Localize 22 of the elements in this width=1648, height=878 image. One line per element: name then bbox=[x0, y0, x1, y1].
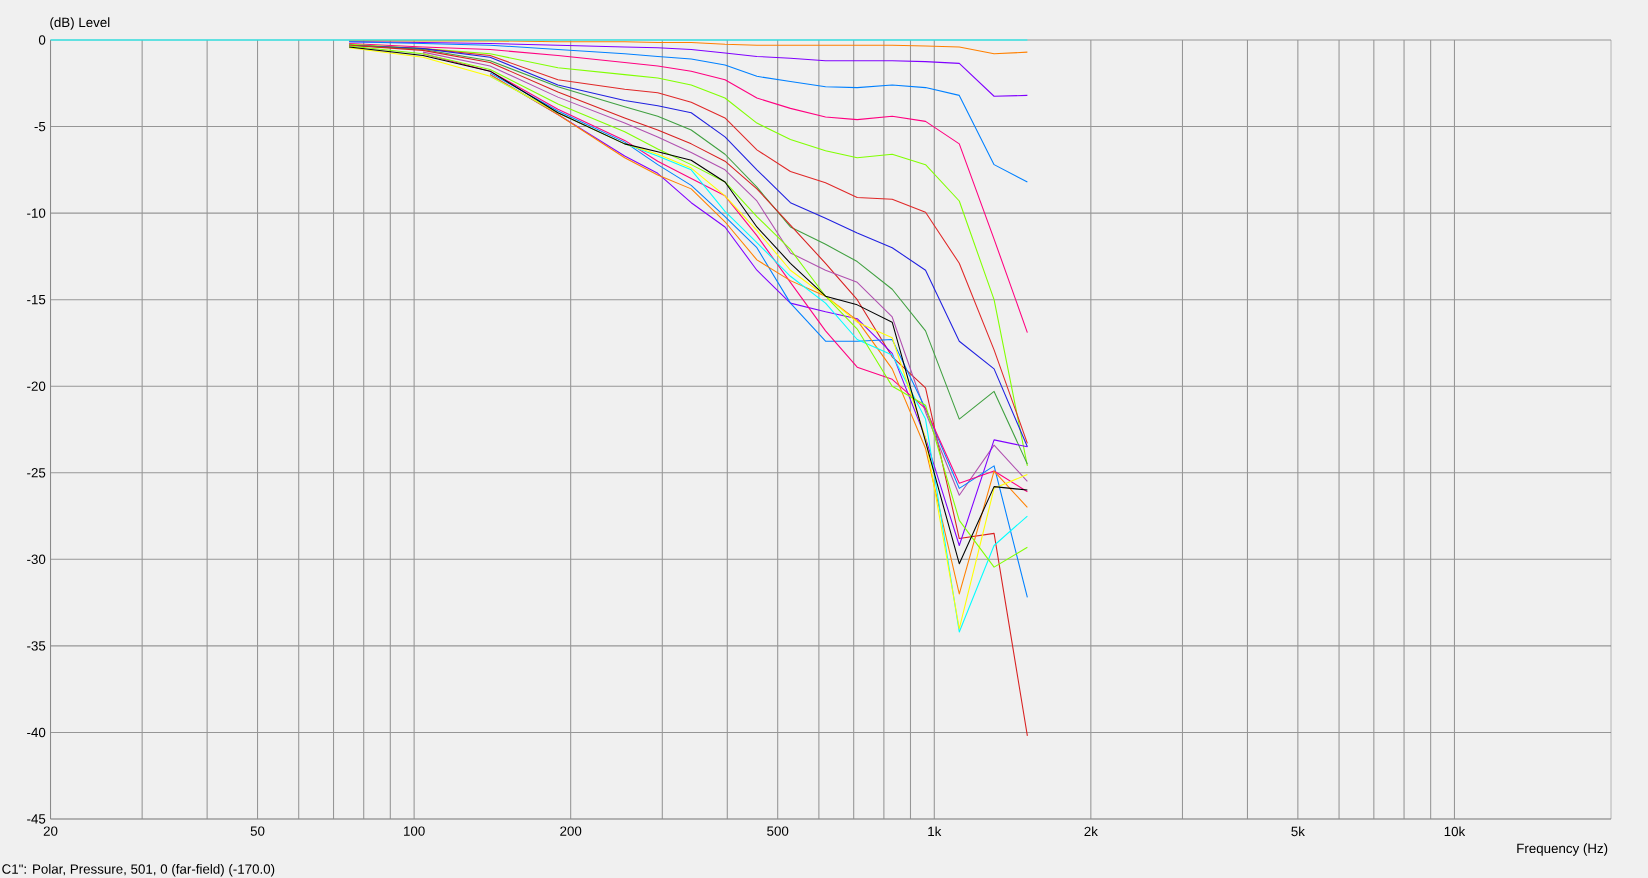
x-tick-label: 5k bbox=[1291, 826, 1305, 837]
y-tick-label: -40 bbox=[27, 727, 46, 738]
x-tick-label: 100 bbox=[404, 826, 425, 836]
y-axis-title: (dB) Level bbox=[50, 17, 110, 30]
x-tick-label: 1k bbox=[928, 826, 942, 837]
text: C1": Polar, Pressure, 501, 0 (far-field) (-170.0) bbox=[2, 863, 275, 877]
x-tick-label: 2k bbox=[1084, 826, 1098, 837]
x-tick-label: 500 bbox=[767, 826, 789, 836]
y-tick-label: -30 bbox=[27, 554, 46, 565]
y-tick-label: -10 bbox=[27, 208, 46, 218]
x-tick-label: 200 bbox=[560, 826, 582, 836]
y-tick-label: 0 bbox=[38, 35, 46, 45]
x-tick-label: 50 bbox=[250, 826, 265, 836]
x-axis-title: Frequency (Hz) bbox=[1517, 843, 1608, 856]
y-tick-label: -15 bbox=[27, 295, 46, 305]
x-tick-label: 20 bbox=[43, 826, 58, 836]
x-tick-label: 10k bbox=[1444, 826, 1466, 837]
y-tick-label: -5 bbox=[34, 121, 46, 132]
y-tick-label: -45 bbox=[27, 814, 46, 824]
y-tick-label: -35 bbox=[27, 641, 46, 651]
y-tick-label: -25 bbox=[27, 468, 46, 478]
y-tick-label: -20 bbox=[27, 381, 46, 391]
